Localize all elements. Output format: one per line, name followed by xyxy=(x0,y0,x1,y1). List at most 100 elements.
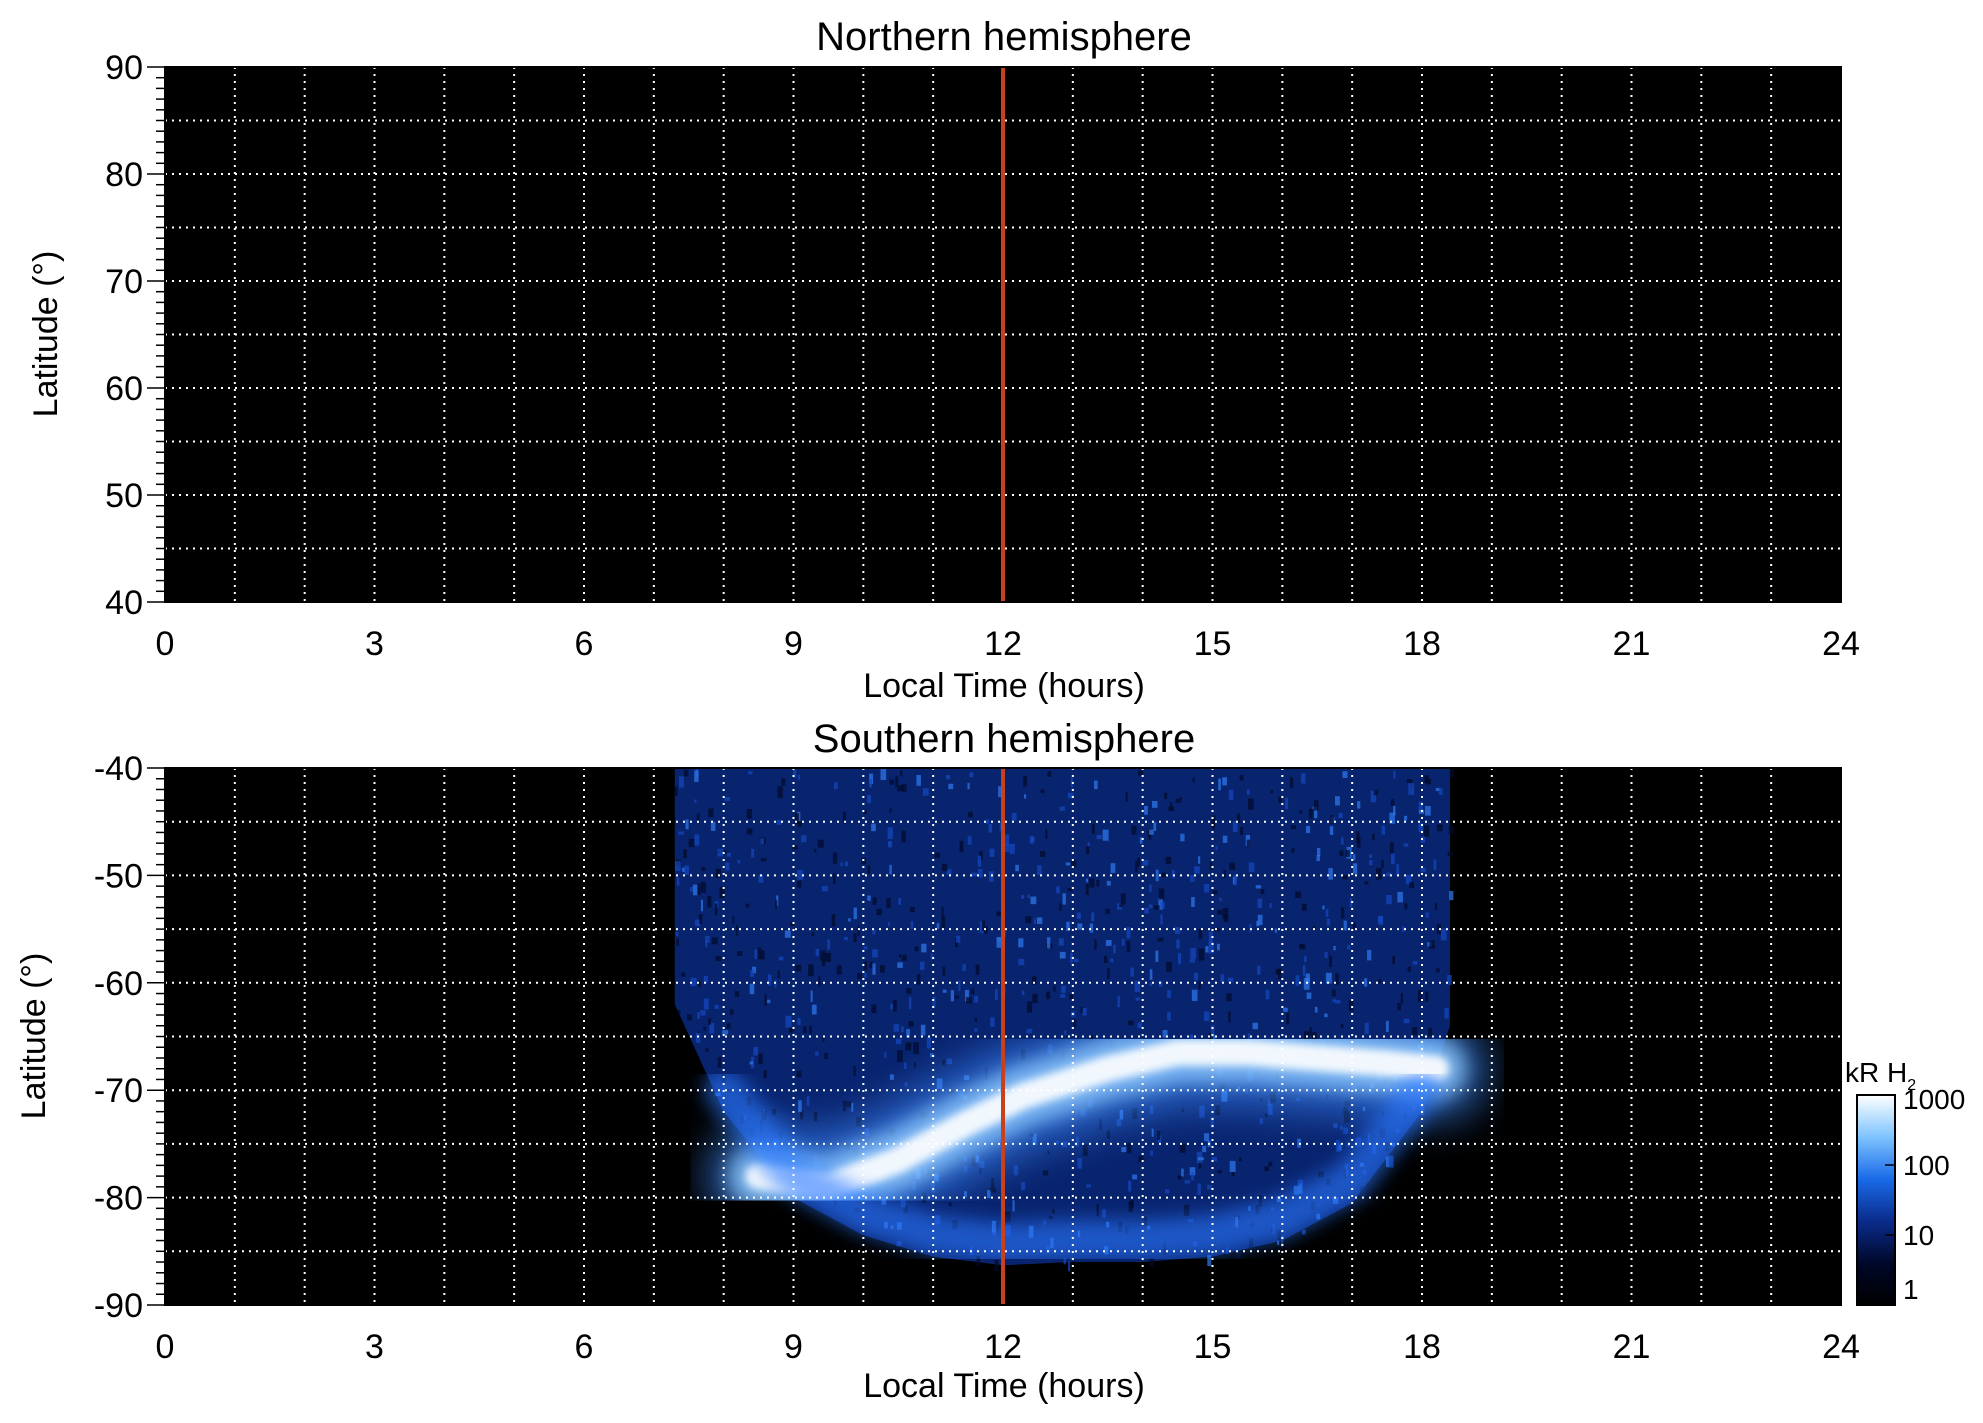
noise-speck xyxy=(897,785,903,792)
noise-speck xyxy=(1281,1235,1284,1247)
noise-speck xyxy=(872,929,876,935)
noise-speck xyxy=(1158,888,1165,900)
noise-speck xyxy=(1204,1133,1210,1142)
noise-speck xyxy=(1142,859,1149,866)
noise-speck xyxy=(941,916,946,929)
noise-speck xyxy=(1209,862,1213,871)
noise-speck xyxy=(948,783,954,790)
noise-speck xyxy=(872,897,877,905)
noise-speck xyxy=(1070,859,1077,868)
noise-speck xyxy=(737,951,743,956)
noise-speck xyxy=(869,961,873,969)
noise-speck xyxy=(1322,905,1325,910)
noise-speck xyxy=(1214,928,1220,932)
noise-speck xyxy=(1183,1204,1190,1216)
noise-speck xyxy=(806,1096,810,1106)
noise-speck xyxy=(1304,956,1307,963)
noise-speck xyxy=(1291,848,1295,853)
noise-speck xyxy=(808,964,814,977)
noise-speck xyxy=(797,821,802,827)
noise-speck xyxy=(1110,863,1116,873)
noise-speck xyxy=(1264,1113,1268,1118)
noise-speck xyxy=(714,903,718,916)
noise-speck xyxy=(1154,905,1160,910)
noise-speck xyxy=(798,1100,802,1113)
noise-speck xyxy=(971,872,978,877)
noise-speck xyxy=(1102,1209,1106,1218)
noise-speck xyxy=(697,883,701,895)
noise-speck xyxy=(778,956,784,961)
noise-speck xyxy=(901,784,907,792)
noise-speck xyxy=(799,1110,804,1120)
noise-speck xyxy=(1197,1157,1204,1161)
noise-speck xyxy=(1076,912,1081,919)
y-tick-label: -80 xyxy=(94,1180,143,1218)
noise-speck xyxy=(1344,1111,1350,1123)
noise-speck xyxy=(1306,825,1311,834)
noise-speck xyxy=(1058,938,1064,946)
noise-speck xyxy=(929,1053,934,1058)
noise-speck xyxy=(1177,1175,1182,1180)
noise-speck xyxy=(705,940,708,948)
noise-speck xyxy=(824,1052,828,1060)
noise-speck xyxy=(700,1010,706,1016)
noise-speck xyxy=(1412,961,1418,965)
noise-speck xyxy=(895,1038,902,1045)
noise-speck xyxy=(1062,1141,1068,1148)
noise-speck xyxy=(934,852,941,858)
noise-speck xyxy=(1023,794,1027,799)
noise-speck xyxy=(1155,869,1159,882)
noise-speck xyxy=(705,935,710,943)
x-tick-label: 15 xyxy=(1194,1328,1232,1366)
noise-speck xyxy=(1198,948,1205,961)
noise-speck xyxy=(1012,1200,1015,1212)
noise-speck xyxy=(1105,908,1110,914)
noise-speck xyxy=(1004,834,1010,846)
noise-speck xyxy=(1125,792,1128,802)
noise-speck xyxy=(813,848,817,853)
y-tick-label: -50 xyxy=(94,857,143,895)
noise-speck xyxy=(1198,1159,1202,1169)
noise-speck xyxy=(1052,1208,1055,1214)
noise-speck xyxy=(1160,914,1163,925)
noise-speck xyxy=(710,821,716,831)
noise-speck xyxy=(1046,991,1051,1000)
noise-speck xyxy=(675,932,679,937)
noise-speck xyxy=(1332,999,1336,1003)
noise-speck xyxy=(1027,894,1030,898)
x-tick-label: 21 xyxy=(1613,625,1651,663)
noise-speck xyxy=(916,775,921,786)
noise-speck xyxy=(1264,1166,1269,1172)
noise-speck xyxy=(908,1021,914,1027)
noise-speck xyxy=(1176,939,1180,949)
noise-speck xyxy=(797,870,803,880)
noise-speck xyxy=(1085,883,1089,895)
noise-speck xyxy=(1222,835,1228,843)
noise-speck xyxy=(1089,923,1094,933)
noise-speck xyxy=(1370,790,1377,803)
noise-speck xyxy=(1023,775,1028,787)
noise-speck xyxy=(936,923,940,929)
noise-speck xyxy=(1135,860,1138,873)
x-tick-label: 6 xyxy=(575,625,594,663)
noise-speck xyxy=(1229,862,1236,870)
noise-speck xyxy=(1381,859,1384,868)
noise-speck xyxy=(1169,802,1173,811)
noise-speck xyxy=(1167,990,1171,998)
coverage-rim-glow xyxy=(703,1069,1442,1264)
noise-speck xyxy=(1409,881,1415,889)
south-y-tick-labels: -90 -80 -70 -60 -50 -40 xyxy=(94,750,143,1325)
noise-speck xyxy=(904,1062,907,1069)
noise-speck xyxy=(1339,850,1344,857)
noise-speck xyxy=(1089,878,1095,888)
noise-speck xyxy=(1418,823,1424,833)
noise-speck xyxy=(1121,1147,1127,1153)
noise-speck xyxy=(1259,1118,1263,1125)
noise-speck xyxy=(1151,801,1158,808)
noise-speck xyxy=(1257,965,1261,975)
noise-speck xyxy=(1256,920,1260,927)
noise-speck xyxy=(948,1202,952,1207)
noise-speck xyxy=(906,988,912,994)
noise-speck xyxy=(1030,837,1035,842)
noise-speck xyxy=(1094,939,1097,950)
